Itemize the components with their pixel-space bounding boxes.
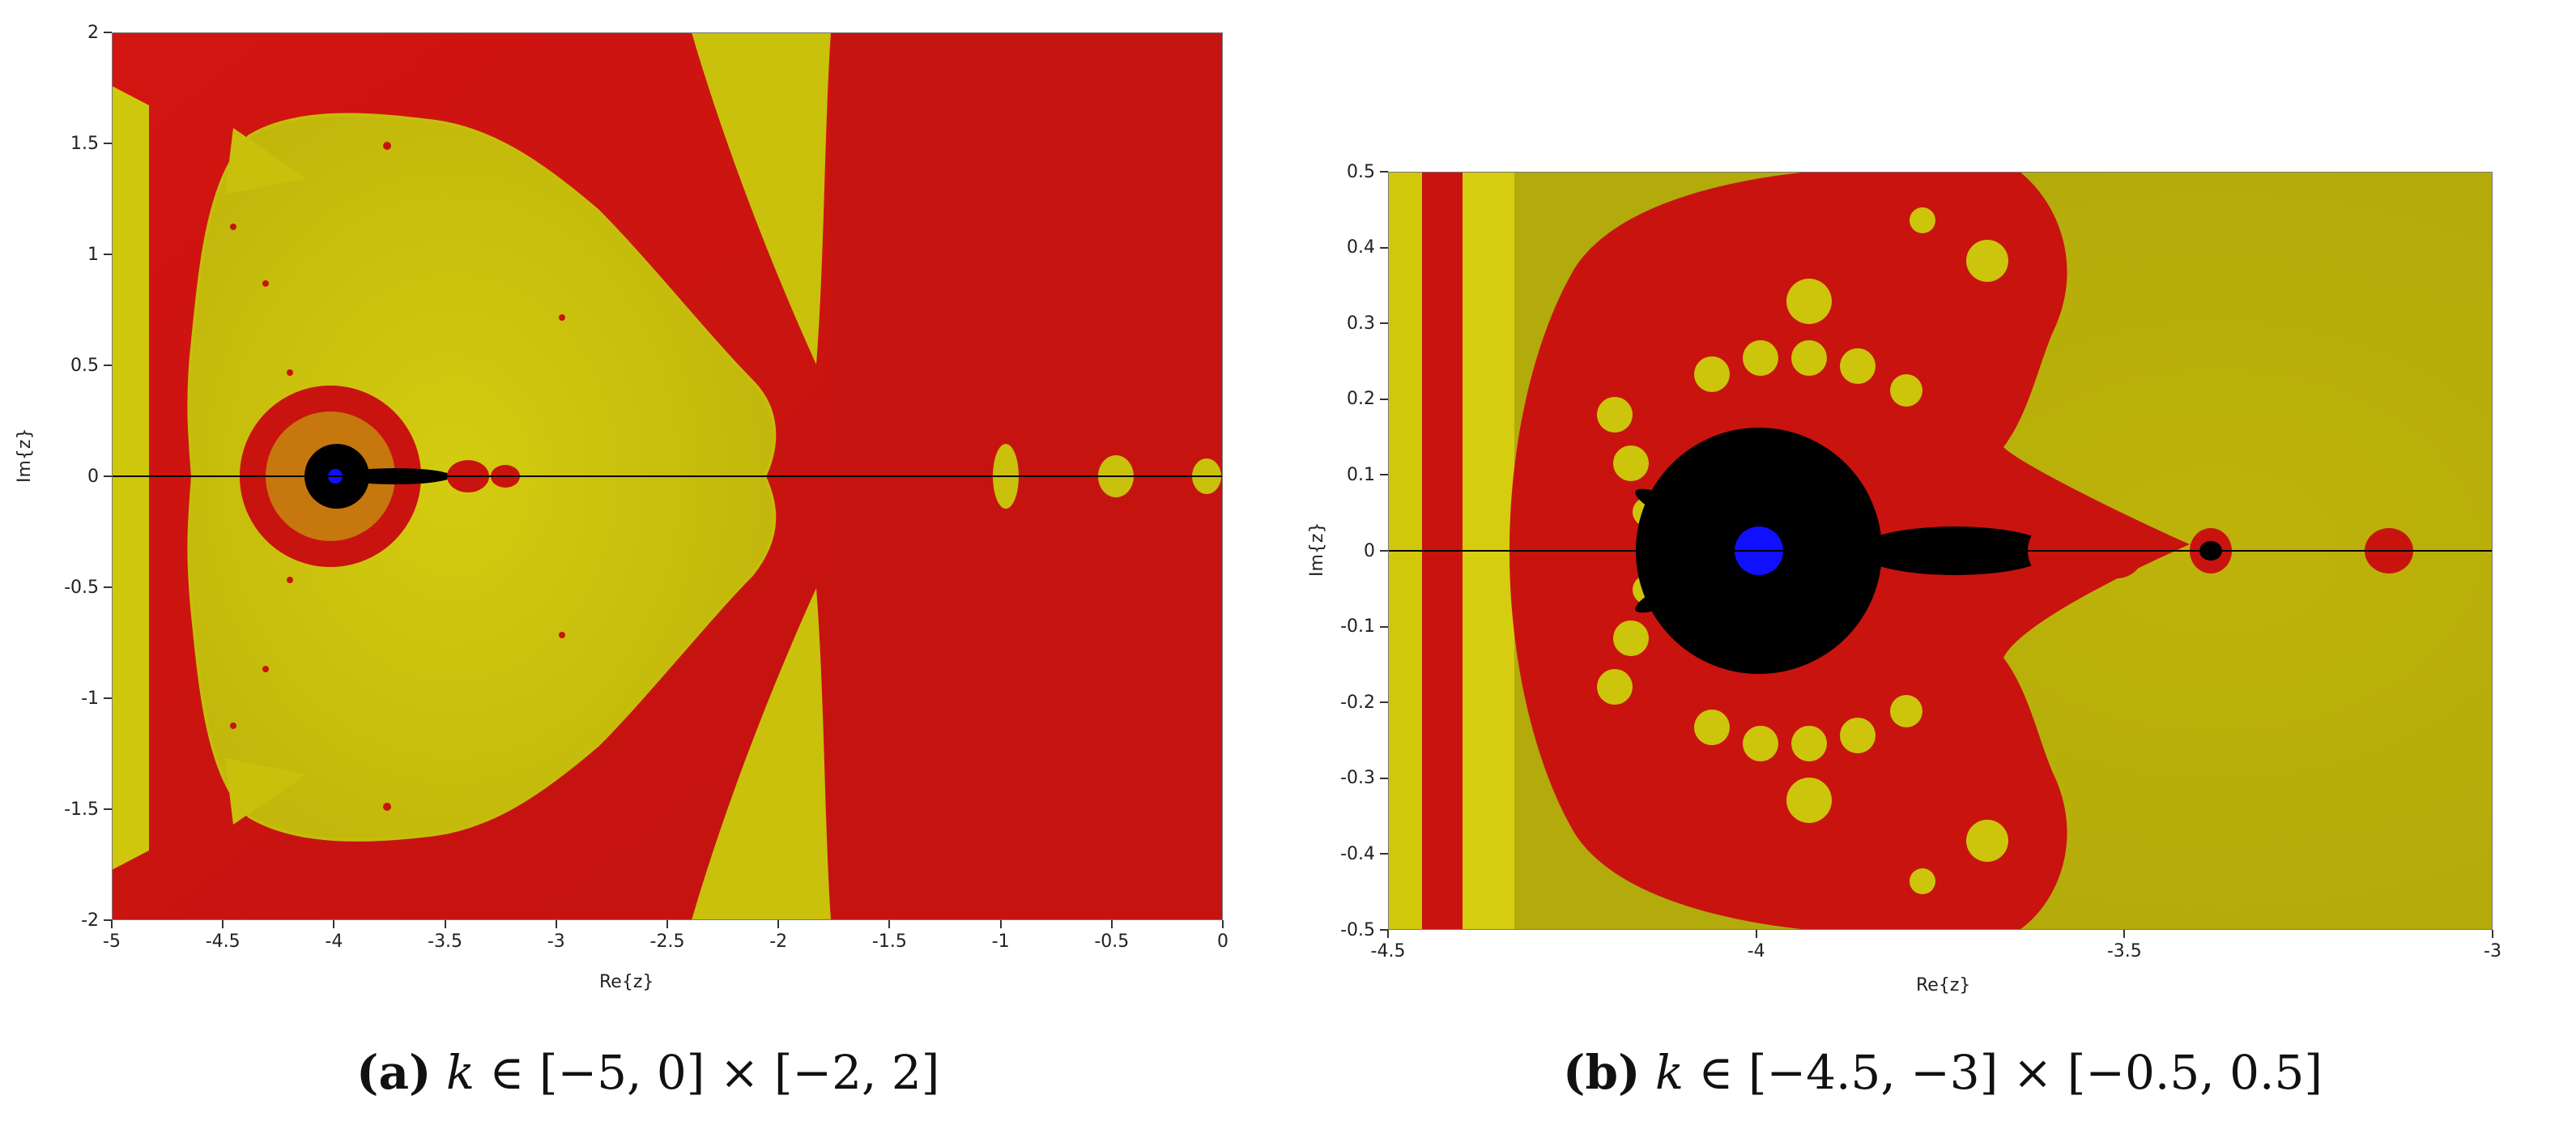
x-tick-mark: [2123, 930, 2126, 938]
plot-area-a: [112, 32, 1223, 920]
y-tick-mark: [1380, 625, 1388, 628]
y-tick-label: 0.4: [1347, 237, 1375, 258]
x-tick-mark: [222, 920, 224, 928]
y-tick-mark: [104, 586, 112, 588]
x-tick-label: -4: [1747, 941, 1765, 961]
y-tick-mark: [104, 808, 112, 810]
y-tick-mark: [104, 254, 112, 255]
y-tick-label: 0.3: [1347, 313, 1375, 334]
x-tick-mark: [555, 920, 557, 928]
x-tick-label: -1.5: [871, 932, 907, 952]
y-tick-mark: [104, 143, 112, 144]
x-tick-label: -4.5: [1370, 941, 1406, 961]
x-tick-label: -4.5: [205, 932, 241, 952]
region-black-arm: [1635, 488, 1724, 535]
caption-a: (a) k ∈ [−5, 0] × [−2, 2]: [356, 1045, 939, 1100]
y-tick-mark: [104, 697, 112, 699]
y-tick-mark: [1380, 929, 1388, 931]
caption-b-variable: k: [1654, 1045, 1684, 1100]
x-tick-label: -4: [325, 932, 343, 952]
y-tick-label: -0.3: [1340, 768, 1375, 789]
x-tick-label: -3.5: [2106, 941, 2142, 961]
y-tick-mark: [1380, 550, 1388, 552]
y-tick-mark: [104, 919, 112, 921]
y-tick-mark: [1380, 171, 1388, 173]
region-yellow-left-strip: [112, 86, 149, 870]
x-axis-label-b: Re{z}: [1916, 975, 1971, 995]
y-tick-mark: [104, 475, 112, 477]
basin-map-b: [1388, 172, 2493, 930]
y-tick-mark: [104, 364, 112, 366]
y-tick-label: 0: [87, 466, 99, 487]
y-axis-label-b: Im{z}: [1307, 522, 1327, 577]
caption-b: (b) k ∈ [−4.5, −3] × [−0.5, 0.5]: [1563, 1045, 2323, 1100]
y-axis-label-a: Im{z}: [15, 428, 35, 483]
x-tick-mark: [1222, 920, 1224, 928]
region-yellow-wedge-top: [692, 32, 831, 364]
x-tick-label: -3: [547, 932, 565, 952]
x-tick-label: -5: [103, 932, 121, 952]
y-tick-label: -1.5: [64, 799, 99, 820]
y-tick-mark: [1380, 853, 1388, 855]
y-tick-mark: [1380, 474, 1388, 476]
x-tick-mark: [111, 920, 113, 928]
plot-area-b: [1388, 172, 2493, 930]
caption-a-variable: k: [445, 1045, 475, 1100]
x-tick-mark: [444, 920, 446, 928]
y-tick-label: -0.5: [64, 577, 99, 598]
y-tick-label: -0.2: [1340, 692, 1375, 713]
x-tick-label: -0.5: [1094, 932, 1130, 952]
x-tick-mark: [1755, 930, 1757, 938]
y-tick-mark: [1380, 701, 1388, 704]
caption-b-label: (b): [1563, 1045, 1641, 1100]
y-tick-mark: [1380, 777, 1388, 779]
caption-b-text: ∈ [−4.5, −3] × [−0.5, 0.5]: [1684, 1045, 2323, 1100]
x-axis-label-a: Re{z}: [599, 972, 654, 992]
y-tick-label: 1: [87, 244, 99, 265]
y-tick-label: 0: [1364, 540, 1375, 561]
y-tick-label: 0.2: [1347, 389, 1375, 410]
x-tick-label: -1: [991, 932, 1010, 952]
y-tick-label: 0.5: [1347, 161, 1375, 182]
region-black-arm: [1635, 566, 1724, 613]
y-tick-label: 0.5: [70, 355, 99, 376]
speckles-a: [230, 142, 565, 811]
y-tick-mark: [104, 32, 112, 33]
y-tick-mark: [1380, 246, 1388, 249]
caption-a-text: ∈ [−5, 0] × [−2, 2]: [475, 1045, 940, 1100]
y-tick-mark: [1380, 398, 1388, 400]
x-tick-label: -2: [769, 932, 788, 952]
x-tick-mark: [1110, 920, 1113, 928]
x-tick-mark: [1387, 930, 1389, 938]
x-tick-mark: [2492, 930, 2493, 938]
x-tick-label: -3: [2484, 941, 2501, 961]
region-yellow-spur-top: [225, 128, 306, 194]
region-yellow-spur-bottom: [225, 758, 306, 825]
x-tick-mark: [777, 920, 780, 928]
y-tick-label: 0.1: [1347, 464, 1375, 485]
y-tick-label: -0.4: [1340, 843, 1375, 864]
x-tick-mark: [333, 920, 335, 928]
y-tick-label: -0.1: [1340, 616, 1375, 637]
x-tick-label: -3.5: [428, 932, 463, 952]
y-tick-label: -0.5: [1340, 919, 1375, 940]
x-tick-label: -2.5: [649, 932, 685, 952]
y-tick-label: 2: [87, 22, 99, 43]
x-tick-mark: [999, 920, 1002, 928]
basin-map-a: [112, 32, 1223, 920]
y-tick-label: 1.5: [70, 133, 99, 154]
caption-a-label: (a): [356, 1045, 432, 1100]
y-tick-mark: [1380, 322, 1388, 325]
y-tick-label: -2: [81, 910, 99, 931]
region-yellow-wedge-bottom: [692, 588, 831, 920]
y-tick-label: -1: [81, 688, 99, 709]
x-tick-label: 0: [1217, 932, 1228, 952]
x-tick-mark: [888, 920, 891, 928]
x-tick-mark: [666, 920, 668, 928]
